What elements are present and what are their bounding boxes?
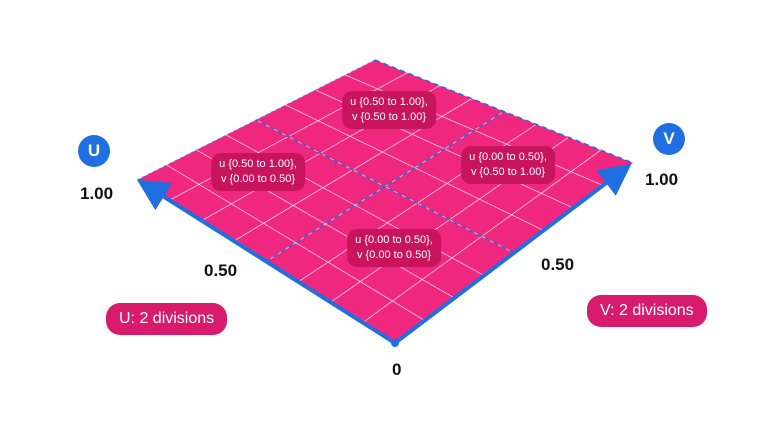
u-tick-0.50: 0.50 (204, 261, 238, 280)
u-axis-line (136, 179, 397, 345)
u-tick-1.00: 1.00 (80, 184, 114, 203)
region-v-range: v {0.50 to 1.00} (351, 111, 426, 123)
v-divisions-label: V: 2 divisions (587, 295, 707, 327)
v-tick-1.00: 1.00 (645, 170, 679, 189)
region-label-bottom: u {0.00 to 0.50}, v {0.00 to 0.50} (347, 229, 441, 267)
v-division-line (255, 119, 515, 254)
region-label-right: u {0.00 to 0.50}, v {0.50 to 1.00} (461, 146, 555, 184)
u-axis-badge: U (78, 135, 110, 167)
region-u-range: u {0.00 to 0.50}, (469, 151, 547, 163)
top-edge-right (374, 59, 634, 164)
region-v-range: v {0.00 to 0.50} (220, 173, 295, 185)
region-u-range: u {0.50 to 1.00}, (219, 158, 297, 170)
region-v-range: v {0.50 to 1.00} (470, 166, 545, 178)
origin-tick-0: 0 (392, 360, 402, 379)
region-v-range: v {0.00 to 0.50} (356, 249, 431, 261)
u-divisions-label: U: 2 divisions (106, 303, 228, 335)
region-u-range: u {0.00 to 0.50}, (355, 234, 433, 246)
region-u-range: u {0.50 to 1.00}, (350, 96, 428, 108)
region-label-left: u {0.50 to 1.00}, v {0.00 to 0.50} (211, 153, 305, 191)
region-label-top: u {0.50 to 1.00}, v {0.50 to 1.00} (342, 91, 436, 129)
origin-point (391, 339, 399, 347)
v-axis-badge: V (653, 123, 685, 155)
surface-plane (137, 60, 633, 343)
top-edge-left (136, 59, 376, 181)
u-division-line (265, 110, 505, 263)
v-axis-line (393, 163, 632, 345)
v-tick-0.50: 0.50 (541, 255, 575, 274)
